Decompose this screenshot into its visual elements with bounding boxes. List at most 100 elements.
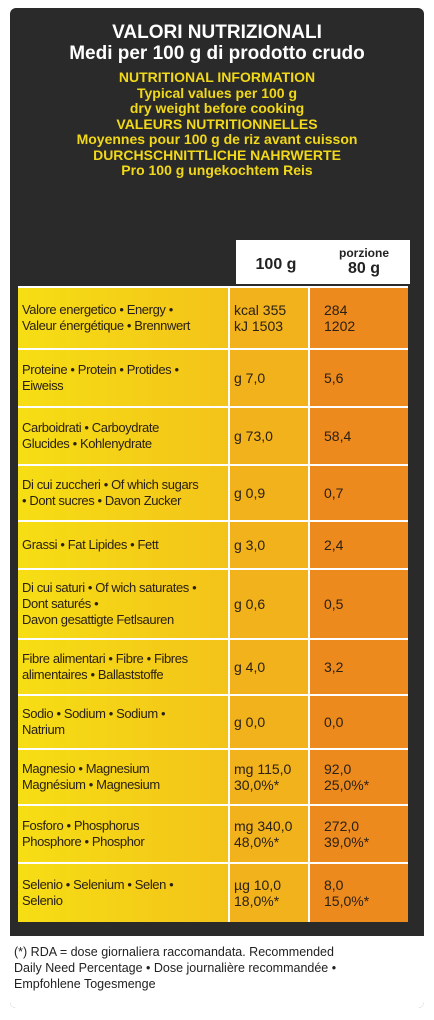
cell-line: Natrium xyxy=(22,722,65,737)
table-row: Fibre alimentari • Fibre • Fibres aliment… xyxy=(18,638,408,694)
cell-line: alimentaires • Ballaststoffe xyxy=(22,667,164,682)
subtitle-line: Moyennes pour 100 g de riz avant cuisson xyxy=(76,131,358,147)
cell-label: Selenio • Selenium • Selen • Selenio xyxy=(18,864,228,922)
cell-line: Valore energetico • Energy • xyxy=(22,302,173,317)
cell-per100: mg 115,0 30,0%* xyxy=(228,750,308,804)
cell-line: 30,0%* xyxy=(234,777,280,793)
table-row: Fosforo • Phosphorus Phosphore • Phosphor… xyxy=(18,804,408,862)
subtitle-line: dry weight before cooking xyxy=(129,100,305,116)
table-row: Carboidrati • Carboydrate Glucides • Kohl… xyxy=(18,406,408,464)
cell-line: 0,5 xyxy=(324,596,344,612)
column-header: porzione 80 g xyxy=(316,240,410,284)
cell-line: Carboidrati • Carboydrate xyxy=(22,420,159,435)
cell-portion: 272,0 39,0%* xyxy=(308,806,408,862)
cell-line: 272,0 xyxy=(324,818,360,834)
table-row: Grassi • Fat Lipides • Fett g 3,0 2,4 xyxy=(18,520,408,568)
cell-line: 58,4 xyxy=(324,428,352,444)
cell-label: Sodio • Sodium • Sodium • Natrium xyxy=(18,696,228,748)
cell-per100: g 73,0 xyxy=(228,408,308,464)
col-80g: 80 g xyxy=(347,260,380,277)
cell-line: 0,0 xyxy=(324,714,344,730)
cell-portion: 3,2 xyxy=(308,640,408,694)
cell-label: Grassi • Fat Lipides • Fett xyxy=(18,522,228,568)
cell-label: Valore energetico • Energy • Valeur énerg… xyxy=(18,288,228,348)
col-porzione: porzione xyxy=(339,246,389,260)
table-row: Selenio • Selenium • Selen • Selenio µg 10… xyxy=(18,862,408,922)
cell-line: Di cui saturi • Of wich saturates • xyxy=(22,580,197,595)
cell-line: 8,0 xyxy=(324,877,344,893)
table: Valore energetico • Energy • Valeur énerg… xyxy=(18,286,408,922)
title-line: VALORI NUTRIZIONALI xyxy=(112,22,322,43)
title-line: Medi per 100 g di prodotto crudo xyxy=(69,43,365,64)
cell-portion: 0,0 xyxy=(308,696,408,748)
cell-line: kcal 355 xyxy=(234,302,287,318)
cell-label: Carboidrati • Carboydrate Glucides • Kohl… xyxy=(18,408,228,464)
cell-line: 18,0%* xyxy=(234,893,280,909)
cell-line: g 3,0 xyxy=(234,537,266,553)
cell-line: 2,4 xyxy=(324,537,344,553)
table-row: Proteine • Protein • Protides • Eiweiss g … xyxy=(18,348,408,406)
subtitle-line: VALEURS NUTRITIONNELLES xyxy=(116,115,318,132)
cell-line: g 0,9 xyxy=(234,485,266,501)
cell-line: µg 10,0 xyxy=(234,877,281,893)
cell-portion: 5,6 xyxy=(308,350,408,406)
cell-line: Dont saturés • xyxy=(22,596,99,611)
table-row: Di cui saturi • Of wich saturates • Dont … xyxy=(18,568,408,638)
cell-portion: 92,0 25,0%* xyxy=(308,750,408,804)
cell-line: g 73,0 xyxy=(234,428,273,444)
cell-line: Selenio xyxy=(22,893,63,908)
col-100g: 100 g xyxy=(255,256,297,273)
cell-line: Selenio • Selenium • Selen • xyxy=(22,877,174,892)
cell-portion: 284 1202 xyxy=(308,288,408,348)
cell-per100: g 3,0 xyxy=(228,522,308,568)
cell-line: 0,7 xyxy=(324,485,344,501)
cell-line: Valeur énergétique • Brennwert xyxy=(22,318,190,333)
table-row: Valore energetico • Energy • Valeur énerg… xyxy=(18,286,408,348)
cell-line: Eiweiss xyxy=(22,378,64,393)
subtitle-line: DURCHSCHNITTLICHE NAHRWERTE xyxy=(93,146,341,163)
cell-line: 284 xyxy=(324,302,348,318)
cell-line: g 0,0 xyxy=(234,714,266,730)
cell-line: Davon gesattigte Fetlsauren xyxy=(22,612,174,627)
cell-line: g 0,6 xyxy=(234,596,266,612)
cell-line: g 7,0 xyxy=(234,370,266,386)
cell-per100: g 4,0 xyxy=(228,640,308,694)
cell-line: • Dont sucres • Davon Zucker xyxy=(22,493,182,508)
cell-line: 48,0%* xyxy=(234,834,280,850)
cell-line: Proteine • Protein • Protides • xyxy=(22,362,179,377)
cell-line: mg 340,0 xyxy=(234,818,293,834)
subtitle-line: Typical values per 100 g xyxy=(136,84,298,101)
cell-label: Fibre alimentari • Fibre • Fibres aliment… xyxy=(18,640,228,694)
cell-label: Proteine • Protein • Protides • Eiweiss xyxy=(18,350,228,406)
label: VALORI NUTRIZIONALI Medi per 100 g di pro… xyxy=(10,8,424,1008)
cell-per100: mg 340,0 48,0%* xyxy=(228,806,308,862)
cell-label: Magnesio • Magnesium Magnésium • Magnesiu… xyxy=(18,750,228,804)
header: VALORI NUTRIZIONALI Medi per 100 g di pro… xyxy=(10,22,424,179)
cell-line: Glucides • Kohlenydrate xyxy=(22,436,152,451)
cell-per100: g 7,0 xyxy=(228,350,308,406)
cell-label: Fosforo • Phosphorus Phosphore • Phosphor xyxy=(18,806,228,862)
table-row: Di cui zuccheri • Of which sugars • Dont … xyxy=(18,464,408,520)
table-row: Sodio • Sodium • Sodium • Natrium g 0,0 0,0 xyxy=(18,694,408,748)
cell-portion: 0,5 xyxy=(308,570,408,638)
cell-portion: 2,4 xyxy=(308,522,408,568)
cell-per100: g 0,0 xyxy=(228,696,308,748)
cell-line: 15,0%* xyxy=(324,893,370,909)
cell-line: Di cui zuccheri • Of which sugars xyxy=(22,477,199,492)
cell-line: 1202 xyxy=(324,318,356,334)
footer-line: (*) RDA = dose giornaliera raccomandata.… xyxy=(14,945,334,959)
cell-line: Fosforo • Phosphorus xyxy=(22,818,140,833)
cell-line: 92,0 xyxy=(324,761,352,777)
cell-per100: kcal 355 kJ 1503 xyxy=(228,288,308,348)
cell-line: 5,6 xyxy=(324,370,344,386)
subtitle-line: Pro 100 g ungekochtem Reis xyxy=(121,162,313,178)
cell-line: kJ 1503 xyxy=(234,318,284,334)
cell-line: 25,0%* xyxy=(324,777,370,793)
footer-line: Empfohlene Togesmenge xyxy=(14,977,156,991)
cell-portion: 0,7 xyxy=(308,466,408,520)
subtitle-line: NUTRITIONAL INFORMATION xyxy=(118,69,316,85)
cell-line: g 4,0 xyxy=(234,659,266,675)
cell-per100: g 0,9 xyxy=(228,466,308,520)
table-row: Magnesio • Magnesium Magnésium • Magnesiu… xyxy=(18,748,408,804)
